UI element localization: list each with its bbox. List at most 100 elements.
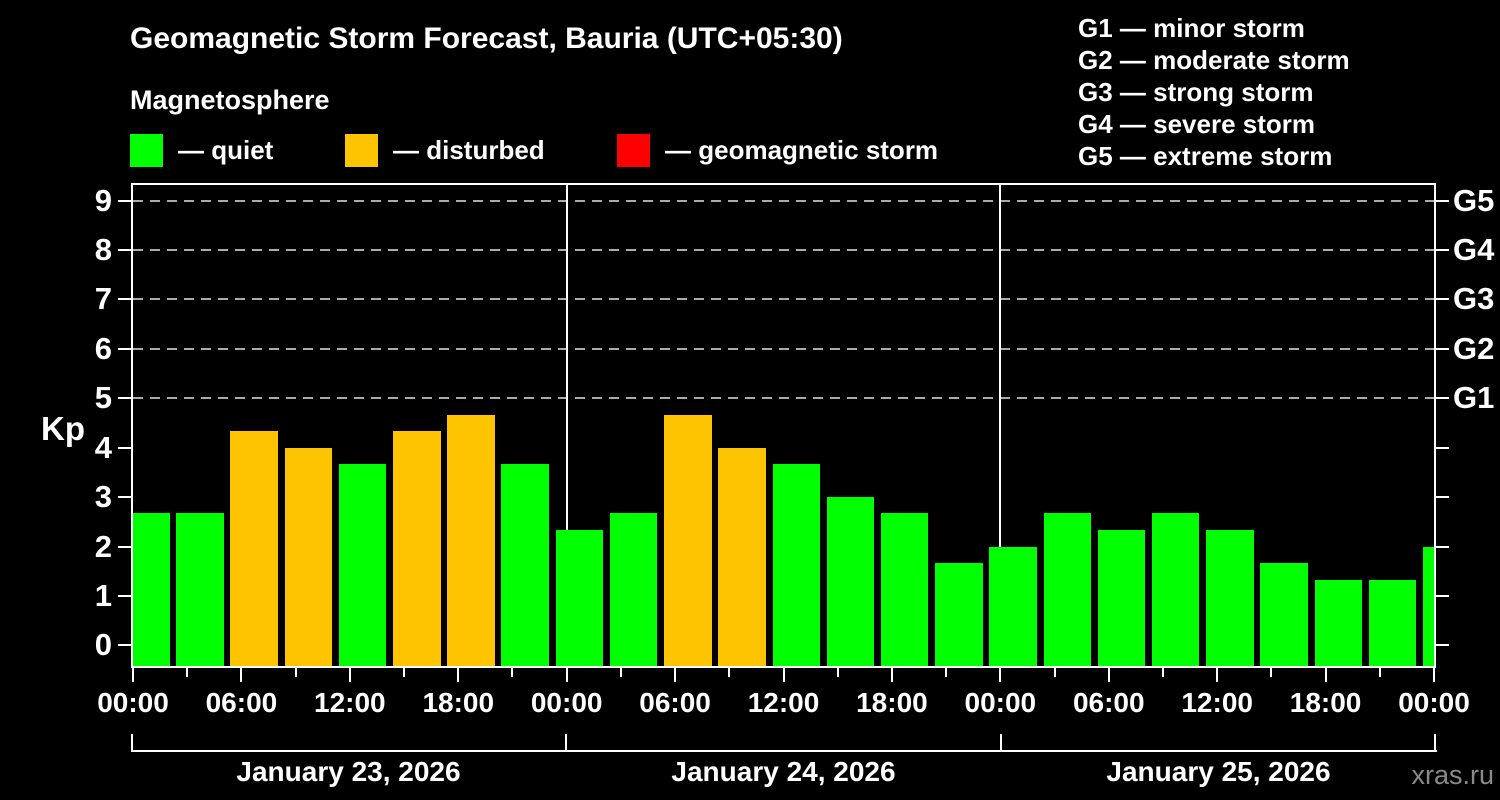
kp-bar (718, 447, 766, 666)
x-tick-minor (403, 668, 406, 677)
kp-bar (1206, 530, 1254, 666)
kp-bar (176, 513, 224, 666)
g-scale-label: G2 (1453, 330, 1495, 366)
x-tick-label: 06:00 (1072, 687, 1145, 718)
right-tick (1435, 249, 1449, 252)
right-tick (1435, 347, 1449, 350)
day-bracket-tick (999, 734, 1002, 750)
right-tick (1435, 496, 1449, 499)
x-tick-minor (511, 668, 514, 677)
g-scale-label: G1 (1453, 380, 1495, 416)
y-tick-label: 9 (94, 182, 112, 218)
y-tick (118, 199, 132, 202)
gridline-kp8 (133, 249, 1434, 252)
y-tick-label: 5 (94, 380, 112, 416)
kp-bar (1151, 513, 1200, 666)
kp-bar (555, 530, 604, 666)
kp-bar (1043, 513, 1092, 666)
x-tick-major (348, 668, 351, 682)
y-tick-label: 7 (94, 281, 112, 317)
kp-bar (935, 562, 983, 666)
gridline-kp7 (133, 298, 1434, 301)
x-tick-major (132, 668, 134, 682)
kp-bar (609, 513, 658, 666)
kp-bar (989, 546, 1037, 666)
x-tick-major (1324, 668, 1327, 682)
x-tick-label: 00:00 (1398, 687, 1470, 718)
plot-area (131, 183, 1436, 668)
x-tick-major (565, 668, 568, 682)
kp-bar (1368, 579, 1417, 666)
day-bracket-tick (1434, 734, 1436, 750)
watermark: xras.ru (1411, 760, 1494, 790)
date-label: January 25, 2026 (1106, 756, 1331, 787)
x-tick-minor (186, 668, 189, 677)
right-tick (1435, 199, 1449, 202)
y-tick (118, 249, 132, 252)
x-tick-minor (1270, 668, 1273, 677)
x-tick-label: 12:00 (747, 687, 820, 718)
x-tick-minor (836, 668, 839, 677)
x-tick-minor (1053, 668, 1056, 677)
legend-label-quiet: — quiet (178, 135, 274, 165)
y-tick (118, 545, 132, 548)
x-tick-minor (945, 668, 948, 677)
g-scale-label: G5 (1453, 182, 1495, 218)
right-tick (1435, 594, 1449, 597)
day-bracket-tick (131, 734, 133, 750)
y-tick (118, 446, 132, 449)
chart-subtitle: Magnetosphere (130, 85, 330, 115)
g-legend-item: G4 — severe storm (1078, 109, 1316, 139)
x-tick-major (240, 668, 243, 682)
kp-bar (826, 497, 875, 666)
date-label: January 24, 2026 (671, 756, 896, 787)
g-scale-label: G3 (1453, 281, 1495, 317)
y-tick (118, 347, 132, 350)
date-label: January 23, 2026 (236, 756, 461, 787)
legend-label-disturbed: — disturbed (393, 135, 545, 165)
kp-bar (338, 464, 387, 666)
g-legend-item: G1 — minor storm (1078, 13, 1305, 43)
legend-item-disturbed: — disturbed (345, 134, 545, 167)
x-tick-label: 06:00 (205, 687, 278, 718)
x-tick-major (1433, 668, 1435, 682)
kp-bar (393, 431, 441, 666)
right-tick (1435, 397, 1449, 400)
x-tick-label: 00:00 (530, 687, 603, 718)
x-tick-major (782, 668, 785, 682)
legend-item-storm: — geomagnetic storm (617, 134, 938, 167)
x-tick-major (674, 668, 677, 682)
kp-bar (501, 464, 549, 666)
kp-bar (1314, 579, 1363, 666)
legend-item-quiet: — quiet (130, 134, 273, 167)
y-tick-label: 3 (94, 479, 112, 515)
day-separator (565, 185, 568, 666)
y-tick-label: 6 (94, 330, 112, 366)
right-tick (1435, 545, 1449, 548)
y-axis-title: Kp (41, 410, 85, 447)
kp-bar (1097, 530, 1146, 666)
right-tick (1435, 644, 1449, 647)
kp-bar (230, 431, 278, 666)
day-bracket-tick (565, 734, 568, 750)
x-tick-major (999, 668, 1002, 682)
kp-bar (772, 464, 820, 666)
kp-bar (284, 447, 333, 666)
x-tick-major (457, 668, 460, 682)
x-tick-major (1216, 668, 1219, 682)
x-tick-label: 18:00 (422, 687, 495, 718)
x-tick-minor (1161, 668, 1164, 677)
gridline-kp9 (133, 199, 1434, 202)
x-tick-minor (619, 668, 622, 677)
x-tick-label: 18:00 (1289, 687, 1362, 718)
y-tick-label: 0 (94, 627, 112, 663)
x-tick-label: 12:00 (314, 687, 386, 718)
legend-label-storm: — geomagnetic storm (665, 135, 939, 165)
page-title: Geomagnetic Storm Forecast, Bauria (UTC+… (130, 22, 843, 55)
y-tick (118, 397, 132, 400)
y-tick (118, 594, 132, 597)
y-tick (118, 298, 132, 301)
x-tick-label: 06:00 (639, 687, 711, 718)
x-tick-label: 18:00 (856, 687, 928, 718)
